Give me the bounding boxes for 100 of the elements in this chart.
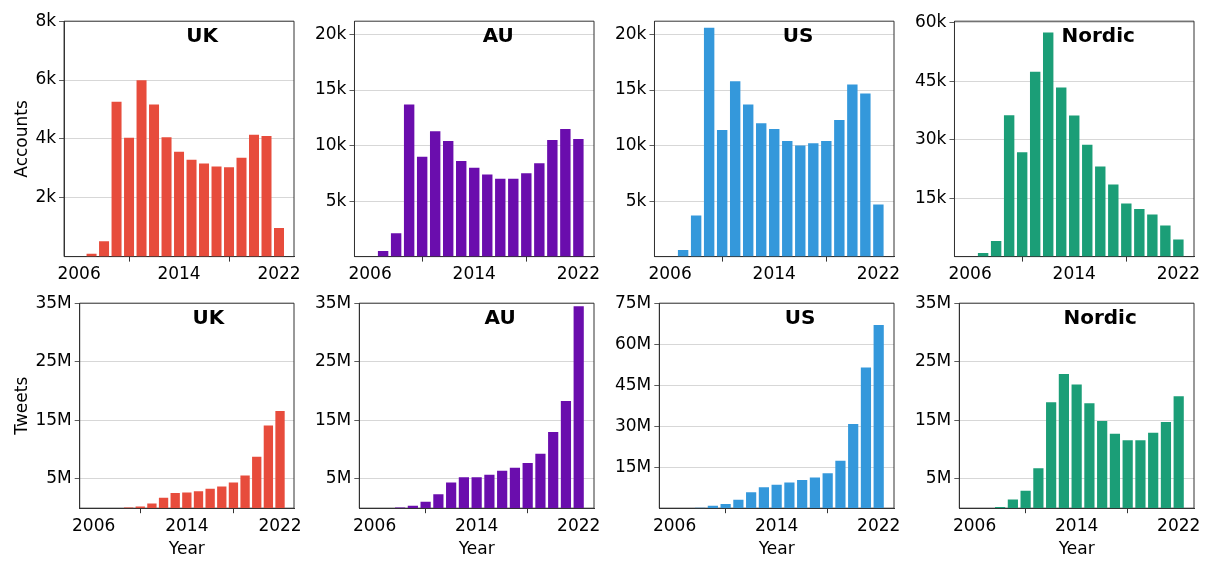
bar	[990, 241, 1002, 257]
x-tick-label: 2014	[755, 514, 799, 535]
bar	[1095, 166, 1106, 257]
chart-title: US	[784, 305, 816, 330]
x-tick-label: 2006	[648, 263, 692, 284]
bar	[821, 141, 832, 257]
bar	[1122, 440, 1133, 509]
chart-title: Nordic	[1061, 23, 1135, 48]
bar	[263, 425, 274, 509]
bar	[769, 128, 780, 257]
y-axis-title: Tweets	[10, 376, 31, 436]
y-tick-label: 5k	[625, 189, 647, 210]
bar	[420, 501, 431, 509]
y-axis-title: Accounts	[10, 100, 31, 178]
x-tick-label: 2014	[1052, 263, 1096, 284]
y-tick-label: 15M	[914, 408, 952, 429]
bar	[534, 163, 545, 257]
x-tick-label: 2006	[348, 263, 392, 284]
bar	[228, 482, 239, 509]
bar	[170, 492, 180, 509]
bar	[782, 141, 793, 257]
bar	[1160, 422, 1172, 509]
bar	[822, 473, 833, 509]
y-tick-label: 15M	[35, 408, 72, 429]
bar	[1173, 396, 1184, 509]
bar	[1108, 184, 1119, 257]
bar	[848, 424, 859, 509]
y-tick-label: 75M	[614, 291, 652, 312]
bar	[275, 410, 285, 509]
bar	[860, 93, 871, 257]
bar	[573, 138, 584, 257]
bar	[835, 460, 846, 509]
bar	[548, 432, 559, 509]
x-tick-label: 2014	[455, 514, 499, 535]
x-tick-label: 2022	[556, 263, 601, 284]
bar	[860, 367, 872, 509]
bar	[482, 174, 493, 257]
x-tick-label: 2014	[452, 263, 496, 284]
y-tick-label: 20k	[314, 22, 347, 43]
bar	[236, 157, 247, 257]
bar	[733, 499, 744, 509]
bar	[193, 491, 204, 509]
bar	[573, 306, 584, 509]
bar	[746, 492, 757, 509]
y-tick-label: 10k	[614, 133, 647, 154]
bar	[495, 178, 506, 257]
bar	[1056, 87, 1067, 257]
bar	[834, 120, 845, 257]
bar	[743, 104, 754, 257]
bar	[484, 474, 495, 509]
x-tick-label: 2022	[557, 514, 601, 535]
bar	[240, 475, 250, 509]
y-tick-label: 35M	[314, 291, 352, 312]
bar	[1058, 374, 1069, 509]
x-tick-label: 2006	[948, 263, 992, 284]
y-tick-label: 8k	[35, 9, 57, 30]
bar	[560, 401, 572, 509]
x-tick-label: 2006	[57, 263, 101, 284]
bar	[1033, 468, 1044, 509]
y-tick-label: 35M	[914, 291, 952, 312]
chart-title: US	[782, 23, 814, 48]
bar	[217, 486, 227, 509]
bar	[429, 131, 441, 257]
y-tick-label: 20k	[614, 22, 647, 43]
chart-title: UK	[186, 23, 220, 48]
y-tick-label: 4k	[35, 127, 57, 148]
y-tick-label: 45M	[614, 373, 652, 394]
bar	[756, 123, 767, 257]
bar	[1046, 402, 1057, 509]
bar	[1173, 239, 1184, 257]
x-tick-label: 2022	[1157, 514, 1201, 535]
bar	[522, 463, 533, 509]
chart-title: Nordic	[1063, 305, 1137, 330]
x-tick-label: 2006	[652, 514, 697, 535]
bar	[758, 487, 769, 509]
bar	[443, 141, 454, 257]
x-tick-label: 2014	[165, 514, 209, 535]
y-tick-label: 25M	[314, 350, 352, 371]
y-tick-label: 15k	[614, 78, 647, 99]
chart-title: UK	[192, 305, 226, 330]
bar	[224, 167, 235, 257]
y-tick-label: 30M	[614, 414, 652, 435]
y-tick-label: 15k	[314, 78, 347, 99]
bar	[873, 325, 884, 509]
bar	[205, 488, 215, 509]
bar	[249, 134, 260, 257]
bar	[716, 130, 728, 257]
bar	[1016, 152, 1028, 257]
bar	[469, 167, 480, 257]
bar	[1121, 203, 1132, 257]
bar	[809, 477, 821, 509]
bar	[1147, 214, 1158, 257]
x-tick-label: 2006	[352, 514, 397, 535]
bar	[1007, 499, 1018, 509]
bar	[784, 482, 795, 509]
y-tick-label: 10k	[314, 133, 347, 154]
bar	[873, 204, 884, 257]
x-tick-label: 2022	[857, 514, 901, 535]
bar	[560, 128, 571, 257]
bar	[136, 80, 147, 257]
